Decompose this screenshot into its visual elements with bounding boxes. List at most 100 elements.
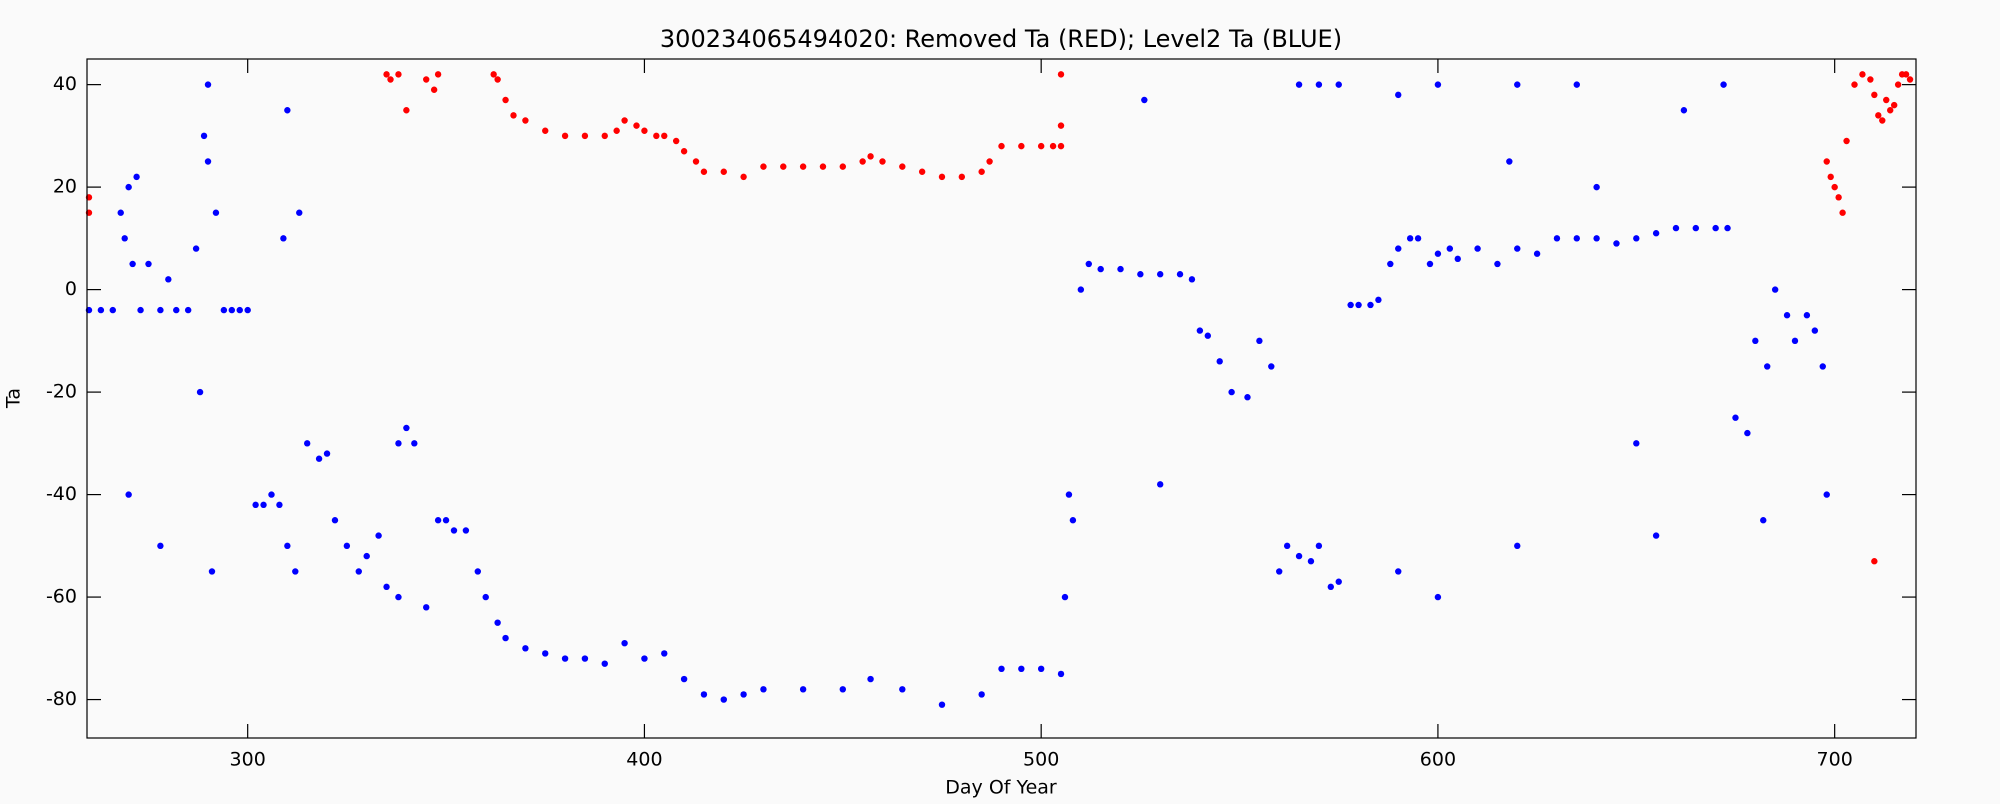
data-point [760, 686, 767, 693]
data-point [280, 235, 287, 242]
data-point [601, 660, 608, 667]
data-point [268, 491, 275, 498]
data-point [1097, 265, 1104, 273]
data-point [430, 86, 438, 93]
y-tick-label: 40 [53, 73, 77, 95]
data-point [355, 568, 362, 575]
x-tick-label: 300 [230, 749, 266, 771]
data-point [700, 691, 708, 698]
data-point [1811, 327, 1819, 334]
data-point [760, 163, 767, 170]
data-point [1367, 301, 1374, 309]
data-point [494, 76, 501, 83]
data-point [1835, 194, 1842, 201]
data-point [561, 132, 569, 140]
data-point [1887, 107, 1894, 114]
data-point [740, 173, 747, 181]
data-point [680, 148, 688, 155]
y-tick-label: -80 [46, 688, 77, 710]
data-point [1823, 491, 1830, 498]
data-point [1593, 183, 1600, 191]
data-point [1395, 245, 1402, 252]
data-point [633, 122, 640, 129]
data-point [581, 132, 589, 140]
plot-area [85, 71, 1914, 708]
data-point [1188, 276, 1196, 283]
data-point [1057, 71, 1065, 78]
data-point [621, 639, 628, 647]
data-point [867, 153, 874, 160]
data-point [434, 71, 442, 78]
data-point [375, 532, 382, 539]
data-point [1894, 81, 1902, 88]
data-point [1573, 81, 1580, 88]
data-point [1752, 337, 1759, 345]
data-point [220, 306, 228, 314]
data-point [1760, 517, 1767, 524]
data-point [403, 424, 410, 432]
data-point [1902, 71, 1910, 78]
data-point [601, 132, 608, 140]
data-point [196, 388, 204, 396]
data-point [1347, 301, 1354, 309]
data-point [323, 450, 331, 457]
y-axis-label: Ta [3, 388, 25, 409]
data-point [1256, 337, 1263, 345]
data-point [700, 168, 708, 175]
data-point [799, 686, 807, 693]
data-point [1204, 332, 1212, 339]
data-point [1827, 173, 1834, 181]
data-point [1494, 260, 1501, 268]
y-tick-label: 0 [65, 278, 77, 300]
series-points [85, 81, 1830, 708]
data-point [641, 127, 648, 134]
data-point [296, 209, 303, 216]
data-point [780, 163, 787, 170]
data-point [1724, 224, 1731, 232]
data-point [1764, 363, 1771, 370]
data-point [1018, 665, 1025, 673]
data-point [244, 306, 251, 314]
data-point [1057, 670, 1065, 678]
data-point [1057, 142, 1065, 150]
data-point [1871, 91, 1878, 99]
data-point [522, 645, 529, 652]
data-point [1156, 481, 1164, 488]
data-point [542, 650, 549, 657]
data-point [1295, 81, 1303, 88]
data-point [1906, 76, 1914, 83]
data-point [1771, 286, 1779, 293]
data-point [1831, 183, 1838, 191]
data-point [450, 527, 458, 534]
data-point [978, 691, 985, 698]
series-points [85, 71, 1914, 565]
data-point [819, 163, 827, 170]
data-point [192, 245, 200, 252]
data-point [1819, 363, 1826, 370]
data-point [1506, 158, 1513, 165]
x-tick-label: 700 [1817, 749, 1853, 771]
data-point [1061, 593, 1069, 601]
data-point [1434, 250, 1442, 257]
data-point [1474, 245, 1481, 252]
data-point [653, 132, 660, 140]
data-point [613, 127, 620, 134]
data-point [395, 593, 402, 601]
data-point [133, 173, 140, 181]
data-point [442, 517, 450, 524]
data-point [1859, 71, 1866, 78]
y-tick-label: -40 [46, 483, 77, 505]
data-point [125, 491, 132, 498]
data-point [1057, 122, 1065, 129]
data-point [1823, 158, 1830, 165]
x-tick-label: 500 [1023, 749, 1059, 771]
data-point [343, 542, 351, 550]
data-point [1228, 388, 1235, 396]
data-point [482, 593, 489, 601]
data-point [260, 501, 267, 509]
data-point [621, 117, 628, 124]
data-point [958, 173, 966, 181]
data-point [331, 517, 339, 524]
data-point [252, 501, 259, 509]
